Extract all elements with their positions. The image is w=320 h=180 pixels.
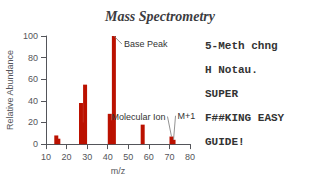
svg-text:60: 60 (28, 74, 38, 84)
svg-text:80: 80 (28, 53, 38, 63)
svg-text:SUPER: SUPER (205, 88, 238, 100)
svg-text:100: 100 (23, 31, 38, 41)
svg-text:50: 50 (123, 152, 133, 162)
svg-text:20: 20 (28, 117, 38, 127)
svg-text:30: 30 (82, 152, 92, 162)
svg-text:40: 40 (28, 96, 38, 106)
svg-text:20: 20 (62, 152, 72, 162)
svg-text:Base Peak: Base Peak (124, 39, 168, 49)
svg-text:Molecular Ion: Molecular Ion (111, 112, 165, 122)
svg-text:10: 10 (41, 152, 51, 162)
svg-text:Mass Spectrometry: Mass Spectrometry (104, 9, 216, 24)
svg-text:F##KING EASY: F##KING EASY (205, 112, 285, 124)
svg-text:H Notau.: H Notau. (205, 64, 258, 76)
svg-text:GUIDE!: GUIDE! (205, 136, 245, 148)
svg-text:70: 70 (164, 152, 174, 162)
svg-text:0: 0 (33, 139, 38, 149)
svg-text:Relative Abundance: Relative Abundance (5, 50, 15, 130)
svg-text:40: 40 (103, 152, 113, 162)
svg-text:m/z: m/z (111, 166, 126, 176)
svg-text:5-Meth chng: 5-Meth chng (205, 40, 278, 52)
svg-text:80: 80 (185, 152, 195, 162)
svg-text:60: 60 (144, 152, 154, 162)
svg-text:M+1: M+1 (178, 111, 196, 121)
